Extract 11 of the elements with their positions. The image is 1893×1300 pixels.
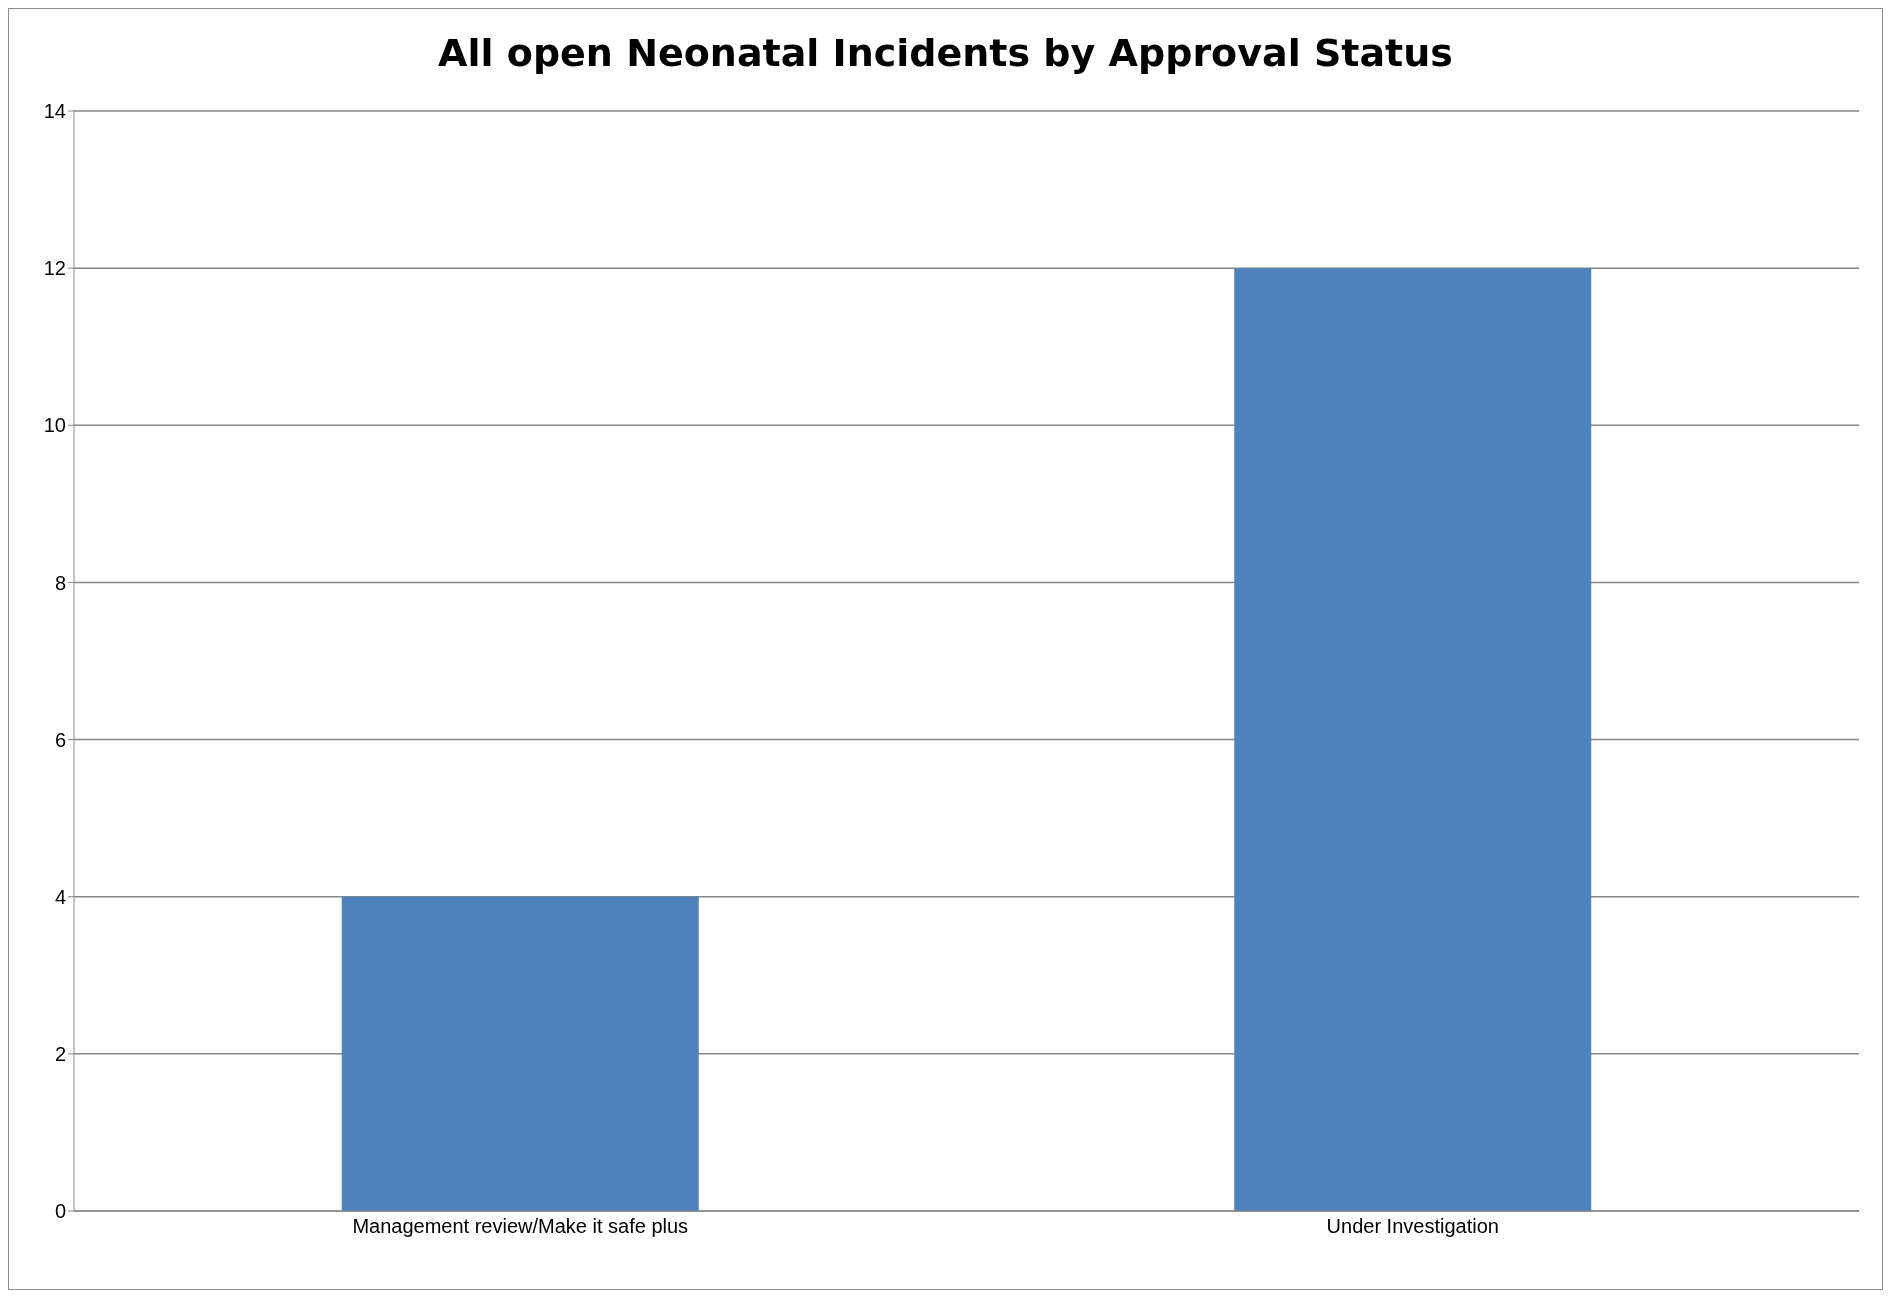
chart-title: All open Neonatal Incidents by Approval Status <box>437 30 1454 77</box>
y-tick-label: 8 <box>54 571 66 594</box>
y-tick-label: 12 <box>43 257 66 280</box>
y-tick-label: 2 <box>54 1042 66 1065</box>
x-tick-label: Management review/Make it safe plus <box>352 1215 689 1238</box>
y-tick-label: 14 <box>43 100 66 123</box>
x-tick-label: Under Investigation <box>1326 1215 1499 1238</box>
y-tick-label: 10 <box>43 414 66 437</box>
y-tick-label: 4 <box>54 885 66 908</box>
y-tick-label: 6 <box>54 728 66 751</box>
y-tick-label: 0 <box>54 1200 66 1223</box>
